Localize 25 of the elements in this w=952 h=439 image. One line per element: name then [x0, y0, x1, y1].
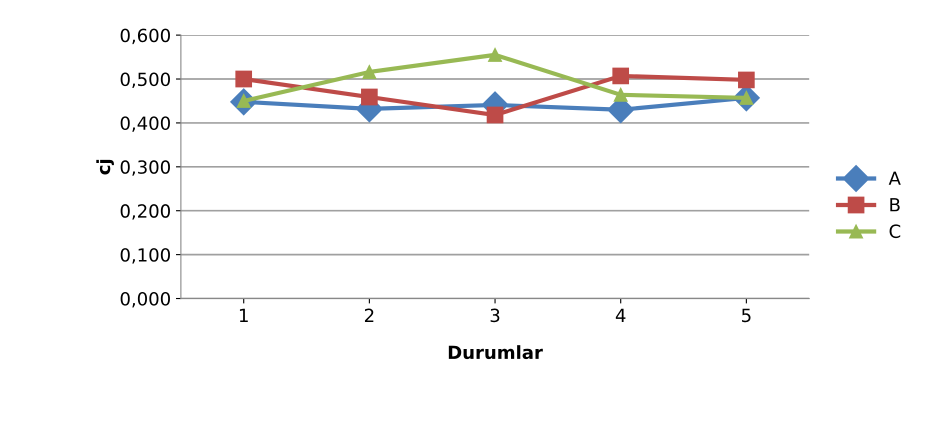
y-tick-label: 0,300	[120, 160, 170, 176]
y-tick-label: 0,400	[120, 116, 170, 132]
x-tick-label: 2	[364, 308, 374, 322]
x-tick-label: 4	[616, 308, 626, 322]
y-tick-label: 0,600	[120, 28, 170, 44]
x-tick-label: 3	[490, 308, 500, 322]
legend-label: A	[888, 172, 901, 185]
point	[614, 88, 628, 102]
point	[235, 70, 252, 88]
x-axis-title: Durumlar	[448, 345, 543, 360]
point	[488, 48, 502, 62]
x-tick-label: 1	[240, 308, 248, 322]
point	[738, 72, 755, 88]
y-tick-label: 0,200	[120, 204, 170, 220]
point	[486, 106, 504, 124]
point	[361, 88, 378, 106]
legend-label: B	[890, 198, 900, 212]
point	[362, 65, 376, 79]
y-axis-title: cj	[96, 160, 114, 174]
y-tick-label: 0,500	[120, 72, 170, 88]
y-tick-label: 0,100	[120, 248, 170, 264]
y-tick-label: 0,000	[120, 292, 170, 308]
point	[612, 68, 630, 84]
legend-label: C	[890, 224, 900, 238]
x-tick-label: 5	[742, 308, 751, 322]
